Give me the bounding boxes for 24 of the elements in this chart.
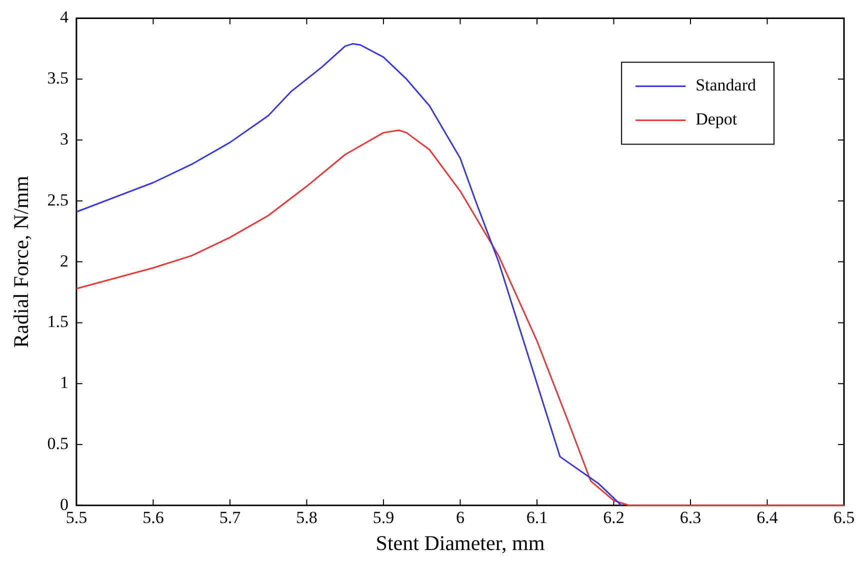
y-axis-title: Radial Force, N/mm bbox=[9, 176, 34, 348]
x-axis-title: Stent Diameter, mm bbox=[376, 530, 545, 555]
y-tick-label: 2 bbox=[60, 251, 68, 270]
x-tick-label: 6.1 bbox=[526, 508, 548, 528]
y-tick-label: 0 bbox=[60, 494, 68, 514]
y-tick-label: 3 bbox=[60, 129, 68, 148]
y-tick-label: 0.5 bbox=[47, 434, 68, 453]
x-tick-label: 5.8 bbox=[296, 508, 318, 528]
x-tick-label: 6.4 bbox=[756, 508, 778, 528]
x-tick-label: 6 bbox=[456, 508, 464, 528]
y-tick-label: 4 bbox=[60, 8, 69, 27]
x-tick-label: 5.7 bbox=[219, 508, 242, 528]
legend-label: Depot bbox=[696, 110, 738, 129]
y-tick-label: 3.5 bbox=[47, 68, 68, 88]
x-tick-label: 6.5 bbox=[833, 508, 855, 528]
x-tick-label: 6.3 bbox=[680, 508, 702, 528]
y-tick-label: 1 bbox=[60, 373, 68, 392]
x-tick-label: 5.6 bbox=[142, 508, 164, 528]
x-tick-label: 5.5 bbox=[66, 508, 88, 528]
x-tick-label: 5.9 bbox=[372, 508, 394, 528]
y-tick-label: 2.5 bbox=[47, 190, 68, 210]
legend-label: Standard bbox=[696, 76, 756, 95]
y-tick-label: 1.5 bbox=[47, 312, 68, 332]
x-tick-label: 6.2 bbox=[603, 508, 624, 528]
